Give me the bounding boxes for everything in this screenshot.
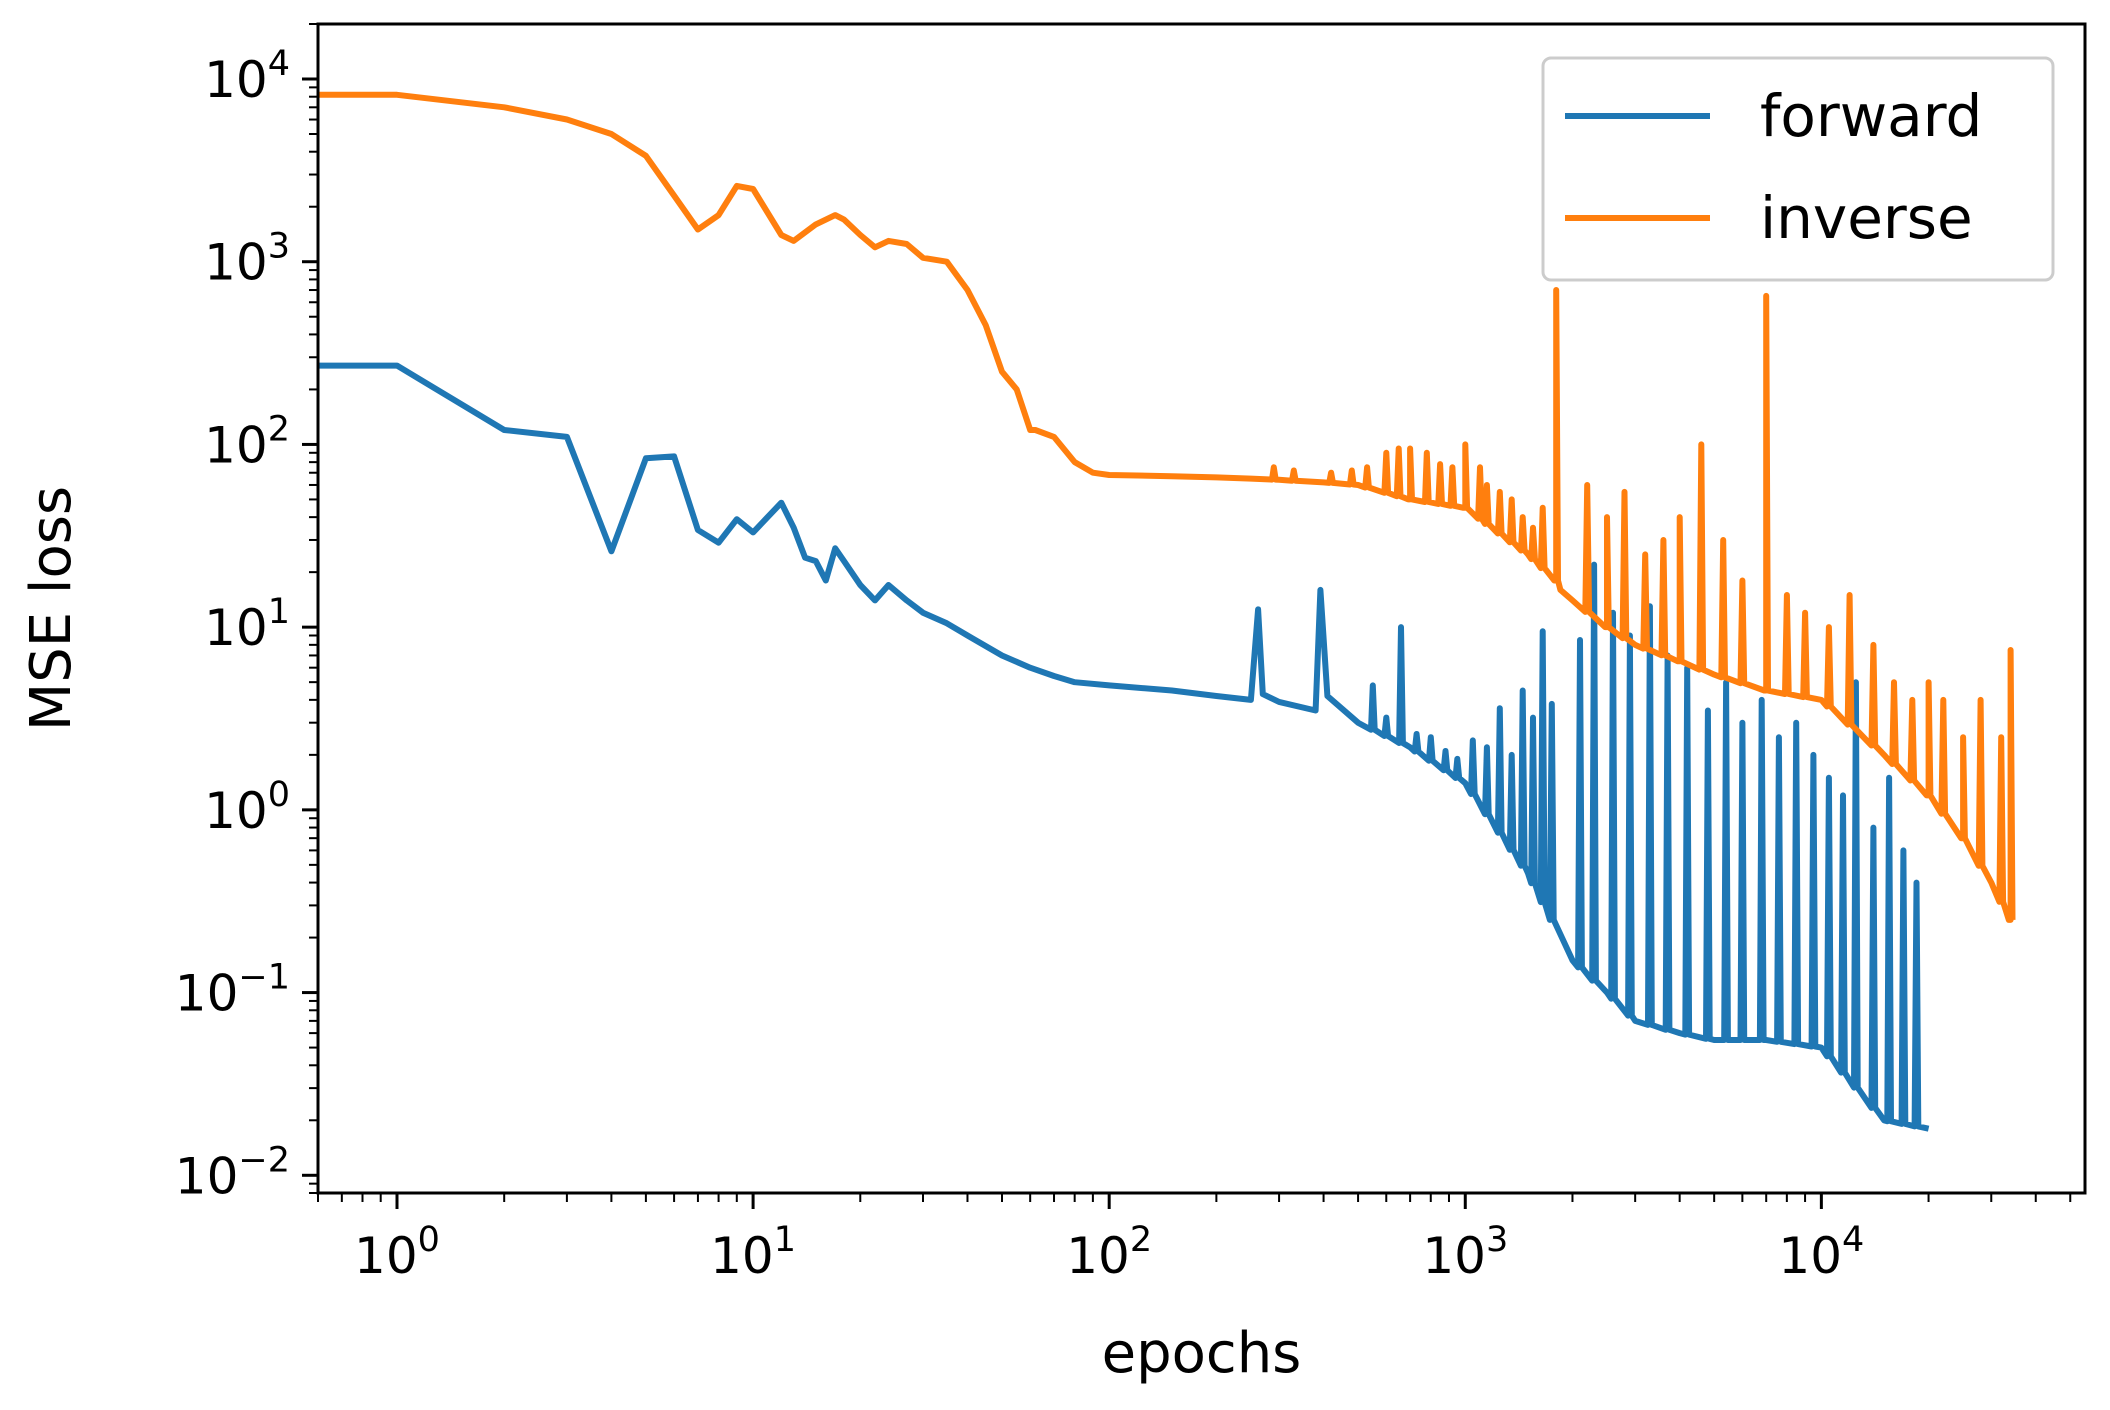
x-tick-label: 101 [710,1220,796,1285]
legend: forward inverse [1541,56,2055,282]
y-tick-label: 104 [204,44,290,109]
series-line-inverse [318,91,2016,923]
y-tick-label: 100 [204,775,290,840]
y-axis-ticks: 10−2 10−1 100 101 102 103 104 [175,23,318,1205]
x-axis-ticks: 100 101 102 103 104 [317,1193,2072,1285]
plot-frame [316,22,2087,1195]
y-tick-label: 102 [204,409,290,474]
y-tick-label: 101 [204,592,290,657]
x-axis-label: epochs [1102,1321,1302,1386]
y-tick-label: 10−1 [175,958,290,1023]
x-tick-label: 100 [354,1220,440,1285]
legend-label-forward: forward [1760,82,1982,150]
legend-label-inverse: inverse [1760,184,1973,252]
y-tick-label: 10−2 [175,1140,290,1205]
plot-lines [318,91,2016,1132]
x-tick-label: 104 [1778,1220,1864,1285]
series-line-forward [318,362,1930,1132]
x-tick-label: 103 [1422,1220,1508,1285]
y-axis-label: MSE loss [19,486,84,731]
x-tick-label: 102 [1066,1220,1152,1285]
y-tick-label: 103 [204,227,290,292]
